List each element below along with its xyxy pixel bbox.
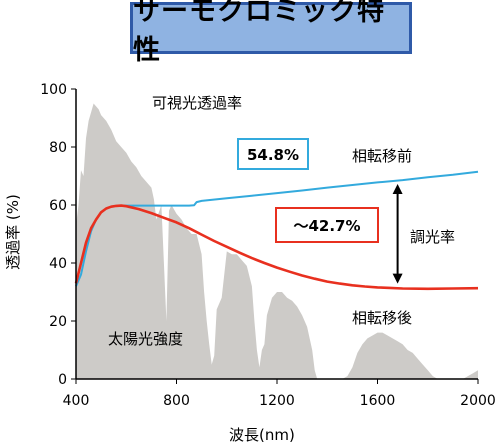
solar-spectrum-area — [76, 103, 478, 379]
before-label: 相転移前 — [352, 147, 412, 165]
modulation-label: 調光率 — [410, 228, 455, 246]
y-axis-label: 透過率 (%) — [4, 194, 22, 270]
x-tick-label: 2000 — [460, 393, 496, 409]
x-tick-label: 800 — [163, 393, 190, 409]
y-tick-label: 100 — [40, 82, 67, 98]
y-tick-label: 0 — [58, 372, 67, 388]
y-tick-label: 80 — [49, 140, 67, 156]
after-label: 相転移後 — [352, 309, 412, 327]
title-box: サーモクロミック特性 — [130, 0, 412, 66]
chart-title: サーモクロミック特性 — [133, 0, 385, 66]
modulation-arrow-head-up — [392, 184, 403, 195]
y-tick-label: 40 — [49, 256, 67, 272]
x-tick-label: 1600 — [360, 393, 396, 409]
y-tick-label: 20 — [49, 314, 67, 330]
after-value-box — [275, 207, 379, 243]
visible-transmittance-label: 可視光透過率 — [152, 94, 242, 112]
x-tick-label: 1200 — [259, 393, 295, 409]
x-tick-label: 400 — [63, 393, 90, 409]
after-value: ～42.7% — [293, 217, 360, 235]
x-axis-label: 波長(nm) — [229, 426, 295, 444]
before-value: 54.8% — [247, 146, 299, 164]
solar-label: 太陽光強度 — [108, 330, 183, 348]
modulation-arrow-head-down — [392, 273, 403, 284]
series-line-after — [74, 204, 479, 291]
y-tick-label: 60 — [49, 198, 67, 214]
before-value-box — [237, 138, 309, 170]
